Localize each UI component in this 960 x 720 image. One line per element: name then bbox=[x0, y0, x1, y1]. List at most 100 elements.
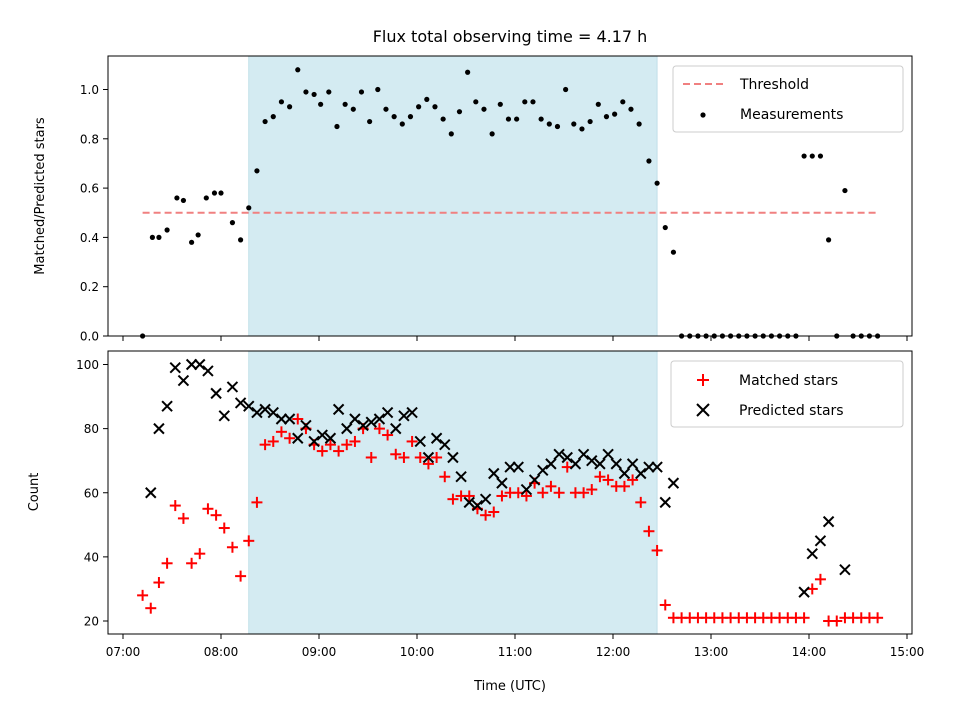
measurement-point bbox=[571, 121, 577, 127]
measurement-point bbox=[399, 121, 405, 127]
predicted-stars-point bbox=[251, 406, 263, 419]
measurement-point bbox=[262, 118, 268, 125]
x-tick-label: 11:00 bbox=[498, 645, 533, 659]
x-tick-label: 12:00 bbox=[596, 645, 631, 659]
legend-predicted-swatch bbox=[696, 403, 710, 417]
predicted-stars-point bbox=[194, 358, 206, 371]
matched-stars-point bbox=[496, 490, 508, 502]
matched-stars-point bbox=[218, 522, 230, 534]
matched-stars-point bbox=[243, 535, 255, 547]
matched-stars-point bbox=[831, 615, 843, 627]
measurement-point bbox=[546, 121, 552, 127]
measurement-point bbox=[416, 104, 422, 110]
measurement-point bbox=[489, 131, 495, 137]
measurement-point bbox=[375, 86, 381, 93]
predicted-stars-point bbox=[381, 406, 394, 419]
measurement-point bbox=[662, 224, 668, 231]
measurement-point bbox=[149, 234, 155, 240]
measurement-point bbox=[174, 195, 180, 201]
y-tick-label: 20 bbox=[84, 615, 99, 629]
predicted-stars-point bbox=[210, 387, 222, 400]
measurement-point bbox=[303, 89, 309, 95]
predicted-stars-point bbox=[496, 477, 508, 489]
predicted-stars-point bbox=[422, 451, 435, 464]
predicted-stars-point bbox=[283, 413, 296, 425]
predicted-stars-point bbox=[218, 410, 230, 422]
y-tick-label: 0.0 bbox=[80, 330, 99, 344]
matched-stars-point bbox=[373, 423, 385, 435]
measurement-point bbox=[278, 99, 285, 105]
predicted-stars-point bbox=[806, 547, 818, 560]
predicted-stars-point bbox=[814, 535, 827, 547]
measurement-point bbox=[530, 99, 536, 105]
bottom-shaded-region bbox=[248, 350, 658, 635]
bottom-legend: Matched stars Predicted stars bbox=[670, 360, 904, 428]
top-y-axis: 0.0 0.2 0.4 0.6 0.8 1.0 bbox=[80, 83, 108, 344]
y-tick-label: 100 bbox=[76, 358, 99, 372]
matched-stars-point bbox=[431, 451, 443, 463]
predicted-stars-point bbox=[243, 400, 255, 412]
measurement-point bbox=[383, 106, 389, 112]
measurement-point bbox=[522, 99, 528, 105]
matched-stars-point bbox=[145, 602, 157, 614]
measurement-point bbox=[514, 116, 520, 122]
matched-stars-point bbox=[333, 445, 345, 457]
measurement-point bbox=[579, 126, 585, 132]
matched-stars-point bbox=[210, 509, 222, 521]
predicted-stars-point bbox=[341, 422, 353, 435]
matched-stars-point bbox=[390, 448, 402, 460]
predicted-stars-point bbox=[259, 403, 271, 416]
top-panel-frame bbox=[107, 55, 913, 337]
measurement-point bbox=[801, 153, 807, 159]
matched-stars-point bbox=[177, 512, 189, 524]
measurement-point bbox=[670, 249, 677, 255]
measurement-point bbox=[826, 237, 832, 243]
predicted-stars-point bbox=[308, 435, 320, 448]
predicted-stars-point bbox=[651, 461, 663, 473]
predicted-stars-point bbox=[430, 432, 443, 444]
measurement-point bbox=[505, 116, 512, 122]
x-tick-label: 10:00 bbox=[400, 645, 435, 659]
predicted-stars-point bbox=[488, 467, 500, 480]
matched-stars-point bbox=[651, 544, 663, 556]
measurement-point bbox=[628, 106, 634, 112]
matched-stars-point bbox=[627, 474, 639, 486]
measurement-point bbox=[424, 96, 430, 102]
matched-stars-point bbox=[635, 496, 647, 508]
predicted-stars-point bbox=[561, 451, 573, 464]
predicted-stars-point bbox=[267, 406, 279, 419]
predicted-stars-point bbox=[667, 477, 680, 489]
matched-stars-point bbox=[602, 474, 614, 486]
matched-stars-point bbox=[520, 490, 532, 502]
predicted-stars-point bbox=[602, 448, 614, 460]
measurement-point bbox=[195, 232, 201, 238]
matched-stars-point bbox=[341, 439, 353, 451]
x-axis-label: Time (UTC) bbox=[473, 679, 546, 694]
predicted-stars-point bbox=[365, 416, 377, 428]
predicted-stars-point bbox=[357, 419, 369, 432]
measurement-point bbox=[595, 101, 601, 107]
measurement-point bbox=[654, 180, 660, 186]
matched-stars-point bbox=[447, 493, 459, 505]
matched-stars-point bbox=[382, 429, 394, 441]
predicted-stars-point bbox=[528, 474, 541, 486]
predicted-stars-point bbox=[659, 496, 671, 509]
predicted-stars-point bbox=[463, 496, 475, 509]
matched-stars-point bbox=[659, 599, 671, 611]
bottom-y-axis: 20 40 60 80 100 bbox=[76, 358, 108, 629]
measurement-point bbox=[612, 111, 618, 117]
measurement-point bbox=[809, 153, 815, 159]
measurement-point bbox=[407, 114, 414, 120]
predicted-stars-point bbox=[577, 448, 590, 460]
predicted-stars-point bbox=[414, 435, 426, 448]
measurement-point bbox=[842, 187, 848, 194]
x-tick-label: 15:00 bbox=[890, 645, 925, 659]
measurement-point bbox=[326, 89, 332, 95]
predicted-stars-point bbox=[324, 432, 337, 444]
legend-predicted-label: Predicted stars bbox=[739, 403, 844, 419]
matched-stars-point bbox=[153, 577, 165, 589]
predicted-stars-point bbox=[594, 458, 606, 470]
x-tick-label: 13:00 bbox=[694, 645, 729, 659]
predicted-stars-point bbox=[316, 429, 328, 441]
top-legend: Threshold Measurements bbox=[672, 65, 904, 133]
